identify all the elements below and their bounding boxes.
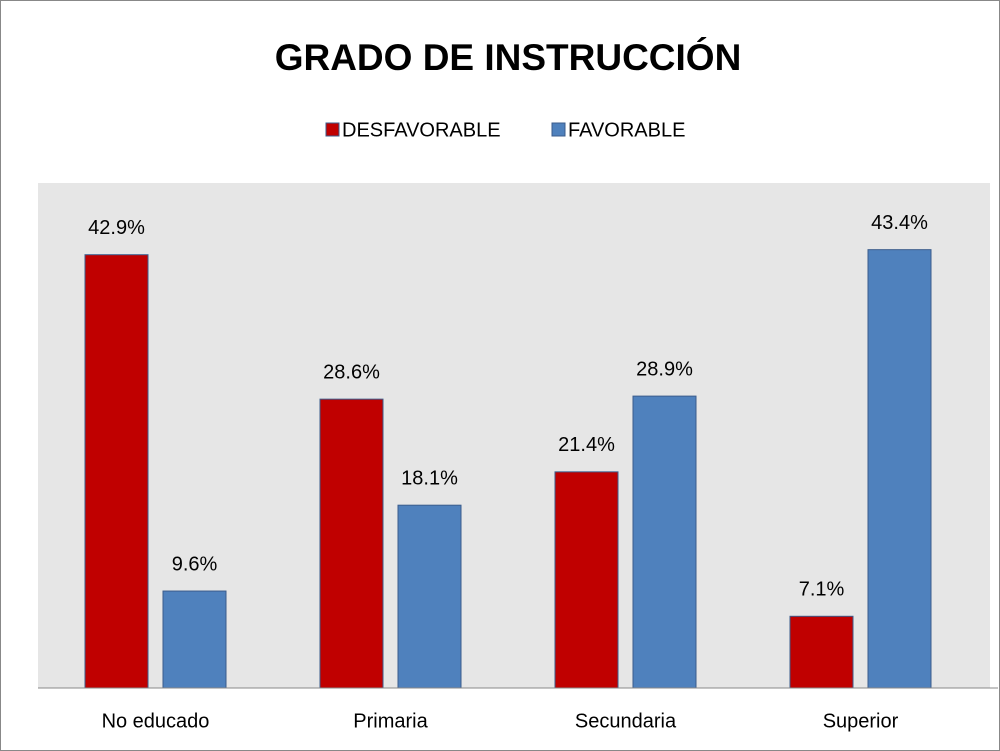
bar <box>789 615 854 689</box>
bar <box>162 590 227 689</box>
x-tick-label: Primaria <box>353 710 428 732</box>
legend-swatch <box>325 122 340 137</box>
x-tick-label: Secundaria <box>575 710 677 732</box>
data-label: 7.1% <box>799 579 845 601</box>
bar <box>84 254 149 689</box>
legend-label: FAVORABLE <box>568 119 685 141</box>
bar <box>632 395 697 689</box>
data-label: 21.4% <box>558 434 615 456</box>
legend-label: DESFAVORABLE <box>342 119 501 141</box>
x-tick-label: No educado <box>102 710 210 732</box>
bar <box>554 471 619 689</box>
legend-swatch <box>551 122 566 137</box>
x-tick-label: Superior <box>823 710 899 732</box>
chart-title: GRADO DE INSTRUCCIÓN <box>275 36 742 78</box>
bar <box>319 398 384 689</box>
data-label: 28.6% <box>323 361 380 383</box>
data-label: 42.9% <box>88 217 145 239</box>
data-label: 28.9% <box>636 358 693 380</box>
bar <box>397 504 462 689</box>
data-label: 9.6% <box>172 553 218 575</box>
data-label: 18.1% <box>401 467 458 489</box>
bar <box>867 249 932 689</box>
data-label: 43.4% <box>871 212 928 234</box>
